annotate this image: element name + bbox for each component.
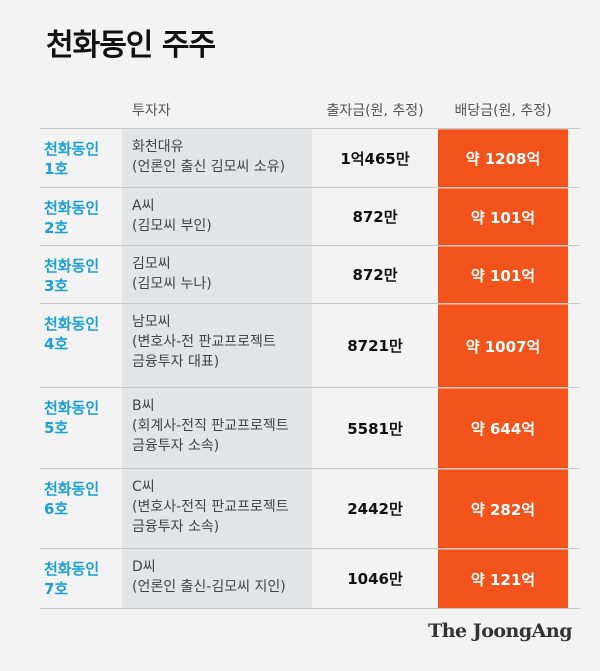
row-label: 천화동인 3호 [40,246,122,303]
row-label-line: 1호 [44,160,69,178]
row-label: 천화동인 4호 [40,304,122,387]
investor-desc: 금융투자 소속) [132,438,220,454]
row-investor: A씨 (김모씨 부인) [122,188,312,245]
row-label: 천화동인 5호 [40,388,122,468]
row-investor: B씨 (회계사-전직 판교프로젝트 금융투자 소속) [122,388,312,468]
row-dividend: 약 1007억 [438,304,568,387]
row-dividend: 약 101억 [438,188,568,245]
row-label-line: 천화동인 [44,399,100,417]
investor-desc: (김모씨 부인) [132,218,212,234]
row-label-line: 천화동인 [44,257,100,275]
page-title: 천화동인 주주 [46,28,216,63]
row-label: 천화동인 7호 [40,549,122,608]
investor-name: C씨 [132,479,155,495]
row-label-line: 천화동인 [44,560,100,578]
table-header: 투자자 출자금(원, 추정) 배당금(원, 추정) [40,92,580,128]
investor-name: A씨 [132,198,155,214]
row-label-line: 5호 [44,419,69,437]
row-dividend: 약 644억 [438,388,568,468]
row-label-line: 천화동인 [44,140,100,158]
table-row: 천화동인 1호 화천대유 (언론인 출신 김모씨 소유) 1억465만 약 12… [40,128,580,187]
row-investor: 화천대유 (언론인 출신 김모씨 소유) [122,129,312,187]
row-label: 천화동인 6호 [40,469,122,548]
row-capital: 5581만 [347,419,403,438]
table-row: 천화동인 5호 B씨 (회계사-전직 판교프로젝트 금융투자 소속) 5581만… [40,387,580,468]
table-row: 천화동인 6호 C씨 (변호사-전직 판교프로젝트 금융투자 소속) 2442만… [40,468,580,548]
row-label-line: 6호 [44,500,69,518]
row-label: 천화동인 1호 [40,129,122,187]
row-label-line: 천화동인 [44,199,100,217]
row-label: 천화동인 2호 [40,188,122,245]
table-row: 천화동인 7호 D씨 (언론인 출신-김모씨 지인) 1046만 약 121억 [40,548,580,608]
row-investor: D씨 (언론인 출신-김모씨 지인) [122,549,312,608]
row-label-line: 7호 [44,580,69,598]
table-row: 천화동인 2호 A씨 (김모씨 부인) 872만 약 101억 [40,187,580,245]
row-capital: 872만 [352,208,398,226]
investor-desc: (변호사-전직 판교프로젝트 [132,499,289,515]
investor-desc: (언론인 출신 김모씨 소유) [132,159,286,175]
investor-desc: (회계사-전직 판교프로젝트 [132,418,289,434]
row-capital: 8721만 [347,337,403,355]
row-investor: 김모씨 (김모씨 누나) [122,246,312,303]
row-investor: 남모씨 (변호사-전 판교프로젝트 금융투자 대표) [122,304,312,387]
investor-desc: 금융투자 소속) [132,519,220,535]
investor-name: D씨 [132,559,156,575]
header-dividend: 배당금(원, 추정) [454,103,552,119]
row-capital: 1046만 [347,570,403,588]
row-label-line: 4호 [44,335,69,353]
row-label-line: 천화동인 [44,480,100,498]
row-dividend: 약 121억 [438,549,568,608]
table-body: 천화동인 1호 화천대유 (언론인 출신 김모씨 소유) 1억465만 약 12… [40,128,580,609]
row-dividend: 약 282억 [438,469,568,548]
investor-desc: 금융투자 대표) [132,354,220,370]
shareholder-table: 투자자 출자금(원, 추정) 배당금(원, 추정) 천화동인 1호 화천대유 (… [40,92,580,609]
investor-name: 김모씨 [132,256,171,272]
investor-desc: (언론인 출신-김모씨 지인) [132,579,286,595]
row-capital: 2442만 [347,500,403,518]
header-capital: 출자금(원, 추정) [326,103,424,119]
row-label-line: 천화동인 [44,315,100,333]
row-investor: C씨 (변호사-전직 판교프로젝트 금융투자 소속) [122,469,312,548]
table-row: 천화동인 4호 남모씨 (변호사-전 판교프로젝트 금융투자 대표) 8721만… [40,303,580,387]
row-capital: 872만 [352,266,398,284]
table-row: 천화동인 3호 김모씨 (김모씨 누나) 872만 약 101억 [40,245,580,303]
publisher-logo: The JoongAng [428,620,572,642]
investor-desc: (김모씨 누나) [132,276,212,292]
row-label-line: 2호 [44,219,69,237]
table-bottom-divider [40,608,580,609]
header-investor: 투자자 [132,103,171,119]
investor-name: 화천대유 [132,139,184,155]
row-label-line: 3호 [44,277,69,295]
row-dividend: 약 101억 [438,246,568,303]
row-dividend: 약 1208억 [438,129,568,187]
row-capital: 1억465만 [340,149,410,168]
investor-name: 남모씨 [132,314,171,330]
investor-name: B씨 [132,398,155,414]
investor-desc: (변호사-전 판교프로젝트 [132,334,276,350]
